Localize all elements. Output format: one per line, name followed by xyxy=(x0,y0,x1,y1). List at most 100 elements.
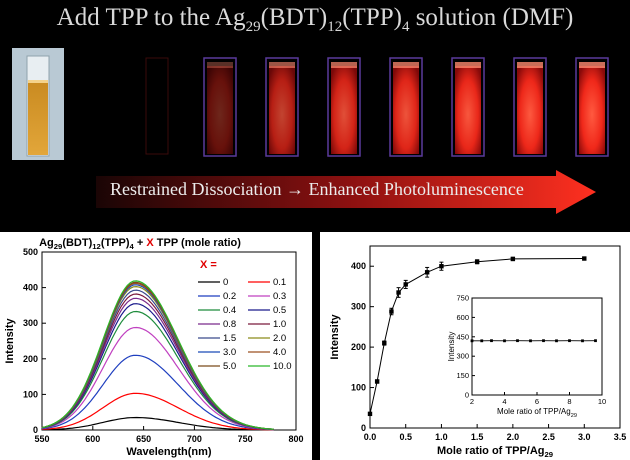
x-tick-label: 650 xyxy=(136,434,151,444)
y-tick-label: 300 xyxy=(351,302,366,312)
uv-vial-rim xyxy=(327,57,361,157)
legend-label: 5.0 xyxy=(223,361,236,372)
x-tick-label: 0.0 xyxy=(364,432,377,442)
legend-label: 0.3 xyxy=(273,291,286,302)
photo-title: Add TPP to the Ag29(BDT)12(TPP)4 solutio… xyxy=(56,4,574,35)
y-tick-label: 300 xyxy=(23,318,38,328)
legend-label: 4.0 xyxy=(273,347,286,358)
data-point xyxy=(374,379,380,384)
plot-frame xyxy=(369,245,621,429)
x-tick-label: 750 xyxy=(238,434,253,444)
legend-label: 2.0 xyxy=(273,333,286,344)
inset-data-point xyxy=(470,339,474,343)
y-tick-label: 100 xyxy=(23,389,38,399)
inset-data-point xyxy=(581,339,584,343)
uv-vial-top xyxy=(455,62,481,68)
inset-data-point xyxy=(542,339,545,343)
inset-x-tick-label: 6 xyxy=(535,397,539,406)
uv-vial xyxy=(517,66,543,154)
x-tick-label: 550 xyxy=(34,434,49,444)
x-tick-label: 2.5 xyxy=(542,432,555,442)
vials-photo xyxy=(12,48,609,160)
uv-vial-top xyxy=(517,62,543,68)
inset-y-tick-label: 300 xyxy=(456,352,469,361)
inset-y-axis-label: Intensity xyxy=(447,332,456,362)
y-tick-label: 400 xyxy=(23,283,38,293)
x-axis-label: Wavelength(nm) xyxy=(126,446,211,458)
uv-vial-top xyxy=(393,62,419,68)
x-tick-label: 1.5 xyxy=(471,432,484,442)
photo-panel: Add TPP to the Ag29(BDT)12(TPP)4 solutio… xyxy=(12,4,609,214)
legend-label: 0.8 xyxy=(223,319,236,330)
series-line xyxy=(41,326,274,431)
data-point xyxy=(424,270,430,275)
inset-y-tick-label: 750 xyxy=(456,294,469,303)
series-line xyxy=(41,310,274,430)
x-tick-label: 3.0 xyxy=(578,432,591,442)
legend-label: 1.0 xyxy=(273,319,286,330)
chart-title: Ag29(BDT)12(TPP)4 + X TPP (mole ratio) xyxy=(39,237,241,251)
legend-label: 0.1 xyxy=(273,277,286,288)
y-tick-label: 100 xyxy=(351,383,366,393)
data-point xyxy=(382,340,387,346)
legend-label: 3.0 xyxy=(223,347,236,358)
x-tick-label: 700 xyxy=(187,434,202,444)
uv-vial xyxy=(393,66,419,154)
data-point xyxy=(474,259,480,264)
x-tick-label: 800 xyxy=(288,434,303,444)
x-tick-label: 2.0 xyxy=(507,432,520,442)
legend-label: 1.5 xyxy=(223,333,236,344)
legend-label: 0.4 xyxy=(223,305,236,316)
x-tick-label: 1.0 xyxy=(435,432,448,442)
data-point xyxy=(396,290,401,295)
uv-vial-rim xyxy=(513,57,547,157)
inset-x-tick-label: 4 xyxy=(502,397,506,406)
legend-title: X = xyxy=(200,259,217,271)
inset-data-point xyxy=(568,339,571,343)
inset-y-tick-label: 450 xyxy=(456,332,469,341)
x-tick-label: 600 xyxy=(85,434,100,444)
inset-data-point xyxy=(529,339,532,343)
intensity-vs-ratio-chart: 0.0 0.5 1.0 1.5 2.0 2.5 3.0 3.50100200300400Mol… xyxy=(320,232,630,460)
uv-vial-rim xyxy=(451,57,485,157)
inset-data-point xyxy=(555,339,558,343)
uv-vial-rim xyxy=(389,57,423,157)
data-point xyxy=(403,282,408,287)
data-point xyxy=(367,411,373,417)
series-line xyxy=(41,416,274,431)
x-tick-label: 3.5 xyxy=(614,432,627,442)
y-tick-label: 200 xyxy=(351,342,366,352)
y-tick-label: 0 xyxy=(33,425,38,435)
uv-vial-top xyxy=(269,62,295,68)
daylight-vial-liquid xyxy=(28,80,48,155)
inset-y-tick-label: 0 xyxy=(465,391,469,400)
uv-vial-rim xyxy=(575,57,609,157)
legend-label: 0 xyxy=(223,277,228,288)
x-axis-label: Mole ratio of TPP/Ag29 xyxy=(437,445,553,459)
y-axis-label: Intensity xyxy=(329,314,341,360)
daylight-vial-meniscus xyxy=(28,80,48,83)
emission-spectra-chart: Ag29(BDT)12(TPP)4 + X TPP (mole ratio) 55… xyxy=(0,232,312,460)
legend-label: 10.0 xyxy=(273,361,292,372)
inset-data-point xyxy=(503,339,506,343)
data-point xyxy=(510,256,516,262)
uv-vial xyxy=(455,66,481,154)
inset-x-axis-label: Mole ratio of TPP/Ag29 xyxy=(497,407,577,419)
inset-data-point xyxy=(516,339,519,343)
x-tick-label: 0.5 xyxy=(399,432,412,442)
inset-x-tick-label: 8 xyxy=(567,397,571,406)
inset-x-tick-label: 10 xyxy=(598,397,606,406)
inset-y-tick-label: 150 xyxy=(456,371,469,380)
series-line xyxy=(41,392,274,431)
legend-label: 0.5 xyxy=(273,305,286,316)
y-tick-label: 200 xyxy=(23,354,38,364)
inset-y-tick-label: 600 xyxy=(456,313,469,322)
inset-x-tick-label: 2 xyxy=(470,397,474,406)
uv-vial xyxy=(269,66,295,154)
banner-right-text: Enhanced Photoluminescence xyxy=(308,179,524,199)
banner-arrow-icon: → xyxy=(285,179,304,199)
uv-vial-rim xyxy=(203,57,237,157)
uv-vial xyxy=(331,66,357,154)
legend-label: 0.2 xyxy=(223,291,236,302)
uv-vial xyxy=(207,66,233,154)
